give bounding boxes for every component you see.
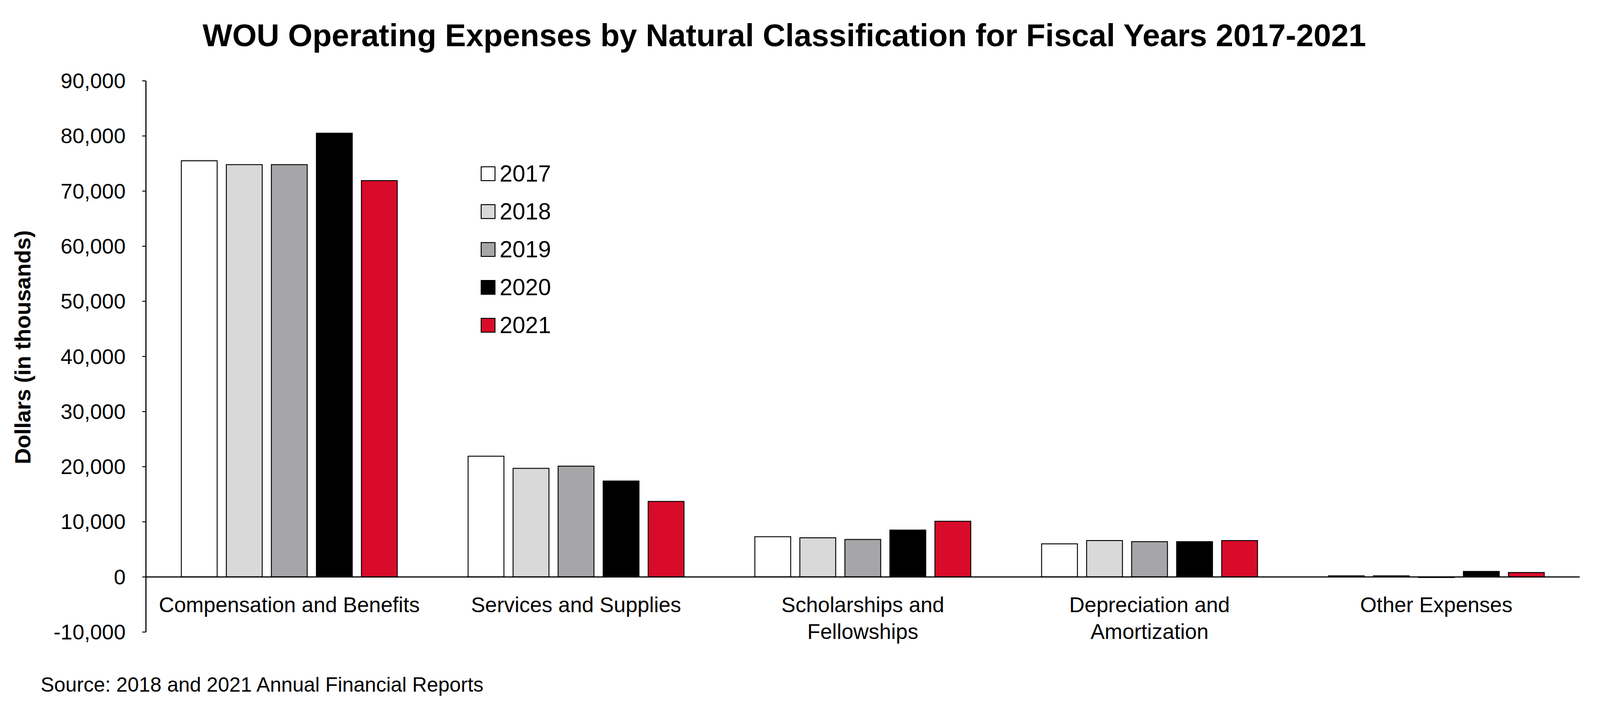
y-tick-label: 20,000 xyxy=(60,454,126,479)
bar xyxy=(1463,571,1500,577)
bar xyxy=(648,501,685,577)
legend-label: 2017 xyxy=(499,160,551,187)
title: WOU Operating Expenses by Natural Classi… xyxy=(202,17,1367,53)
bar xyxy=(845,539,882,577)
legend-label: 2020 xyxy=(499,274,551,301)
legend-swatch xyxy=(481,318,496,333)
legend-swatch xyxy=(481,166,496,181)
bar xyxy=(603,480,640,577)
y-tick-label: 70,000 xyxy=(60,179,126,204)
bar xyxy=(226,164,263,577)
bar xyxy=(1041,543,1078,577)
y-tick-label: 30,000 xyxy=(60,399,126,424)
legend-label: 2019 xyxy=(499,236,551,263)
bar xyxy=(271,164,308,577)
bar xyxy=(1086,540,1123,577)
bar xyxy=(754,536,791,577)
x-tick-label-line: Scholarships and xyxy=(781,592,945,617)
bar xyxy=(1508,572,1545,577)
x-tick-label: Compensation and Benefits xyxy=(158,592,420,617)
y-axis-label: Dollars (in thousands) xyxy=(10,229,36,465)
bar xyxy=(316,132,353,577)
x-tick-label: Other Expenses xyxy=(1360,592,1513,617)
bar xyxy=(1131,541,1168,577)
bars xyxy=(181,132,1545,578)
y-axis xyxy=(145,80,147,632)
x-tick-label: Services and Supplies xyxy=(470,592,682,617)
y-tick-label: 0 xyxy=(113,564,126,589)
y-tick-label: 40,000 xyxy=(60,344,126,369)
legend-label: 2018 xyxy=(499,198,551,225)
bar xyxy=(799,537,836,577)
bar xyxy=(1221,540,1258,577)
x-axis xyxy=(145,575,1580,578)
y-tick-label: 50,000 xyxy=(60,289,126,314)
y-tick-label: 60,000 xyxy=(60,234,126,259)
y-tick-label: 10,000 xyxy=(60,509,126,534)
x-tick-label: Scholarships andFellowships xyxy=(781,592,945,644)
legend-swatch xyxy=(481,204,496,219)
bar xyxy=(181,160,218,577)
legend-swatch xyxy=(481,242,496,257)
y-tick-label: -10,000 xyxy=(53,619,126,644)
x-tick-label-line: Services and Supplies xyxy=(470,592,682,617)
bar xyxy=(361,180,398,577)
x-tick-label-line: Fellowships xyxy=(807,619,918,644)
bar xyxy=(558,465,595,577)
legend-swatch xyxy=(481,280,496,295)
x-tick-label-line: Compensation and Benefits xyxy=(158,592,420,617)
bar xyxy=(889,529,926,577)
bar xyxy=(1176,541,1213,577)
chart: WOU Operating Expenses by Natural Classi… xyxy=(0,0,1600,724)
x-tick-label-line: Depreciation and xyxy=(1069,592,1231,617)
y-tick-label: 90,000 xyxy=(60,68,126,93)
x-tick-label: Depreciation andAmortization xyxy=(1069,592,1231,644)
source: Source: 2018 and 2021 Annual Financial R… xyxy=(40,672,484,696)
x-tick-label-line: Amortization xyxy=(1090,619,1209,644)
bar xyxy=(513,468,550,577)
bar xyxy=(935,520,972,577)
legend-label: 2021 xyxy=(499,312,551,339)
x-tick-label-line: Other Expenses xyxy=(1360,592,1513,617)
y-tick-label: 80,000 xyxy=(60,123,126,148)
bar xyxy=(468,455,505,577)
